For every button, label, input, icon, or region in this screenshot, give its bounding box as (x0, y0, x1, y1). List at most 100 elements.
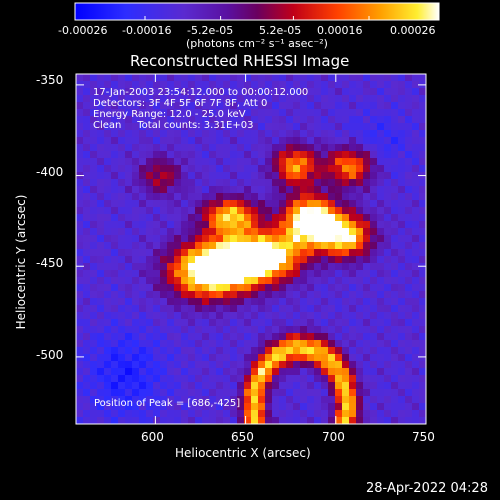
heatmap-cell (181, 130, 189, 138)
heatmap-cell (153, 347, 161, 355)
heatmap-cell (153, 298, 161, 306)
heatmap-cell (216, 382, 224, 390)
heatmap-cell (307, 417, 315, 425)
heatmap-cell (328, 403, 336, 411)
heatmap-cell (118, 340, 126, 348)
heatmap-cell (230, 151, 238, 159)
heatmap-cell (76, 319, 84, 327)
heatmap-cell (153, 158, 161, 166)
heatmap-cell (174, 361, 182, 369)
heatmap-cell (265, 235, 273, 243)
heatmap-cell (258, 249, 266, 257)
heatmap-cell (300, 396, 308, 404)
heatmap-cell (111, 214, 119, 222)
heatmap-cell (188, 389, 196, 397)
heatmap-cell (104, 158, 112, 166)
heatmap-cell (419, 137, 427, 145)
heatmap-cell (209, 235, 217, 243)
heatmap-cell (293, 354, 301, 362)
heatmap-cell (342, 158, 350, 166)
heatmap-cell (251, 270, 259, 278)
heatmap-cell (118, 305, 126, 313)
heatmap-cell (132, 214, 140, 222)
heatmap-cell (97, 340, 105, 348)
heatmap-cell (230, 347, 238, 355)
heatmap-cell (195, 193, 203, 201)
heatmap-cell (230, 361, 238, 369)
heatmap-cell (237, 130, 245, 138)
heatmap-cell (356, 228, 364, 236)
heatmap-cell (384, 389, 392, 397)
heatmap-cell (391, 347, 399, 355)
heatmap-cell (251, 207, 259, 215)
heatmap-cell (258, 375, 266, 383)
heatmap-cell (244, 403, 252, 411)
heatmap-cell (258, 277, 266, 285)
heatmap-cell (188, 165, 196, 173)
heatmap-cell (349, 81, 357, 89)
heatmap-cell (363, 74, 371, 82)
heatmap-cell (209, 312, 217, 320)
heatmap-cell (153, 193, 161, 201)
heatmap-cell (153, 242, 161, 250)
heatmap-cell (328, 130, 336, 138)
heatmap-cell (328, 305, 336, 313)
heatmap-cell (300, 270, 308, 278)
heatmap-cell (377, 347, 385, 355)
heatmap-cell (293, 186, 301, 194)
heatmap-cell (195, 256, 203, 264)
heatmap-cell (76, 305, 84, 313)
heatmap-cell (160, 165, 168, 173)
heatmap-cell (391, 410, 399, 418)
heatmap-cell (244, 277, 252, 285)
heatmap-cell (377, 186, 385, 194)
colorbar-tick-label-0: -0.00026 (58, 24, 108, 37)
heatmap-cell (356, 354, 364, 362)
heatmap-cell (405, 193, 413, 201)
heatmap-cell (342, 123, 350, 131)
heatmap-cell (286, 368, 294, 376)
heatmap-cell (244, 368, 252, 376)
heatmap-cell (244, 417, 252, 425)
heatmap-cell (300, 361, 308, 369)
heatmap-cell (76, 81, 84, 89)
heatmap-cell (377, 354, 385, 362)
heatmap-cell (328, 200, 336, 208)
heatmap-cell (125, 312, 133, 320)
heatmap-cell (377, 333, 385, 341)
heatmap-cell (230, 130, 238, 138)
heatmap-cell (216, 172, 224, 180)
heatmap-cell (139, 340, 147, 348)
heatmap-cell (237, 347, 245, 355)
heatmap-cell (321, 102, 329, 110)
heatmap-cell (293, 382, 301, 390)
heatmap-cell (419, 326, 427, 334)
heatmap-cell (377, 312, 385, 320)
heatmap-cell (181, 368, 189, 376)
heatmap-cell (279, 158, 287, 166)
heatmap-cell (223, 249, 231, 257)
heatmap-cell (174, 417, 182, 425)
heatmap-cell (76, 214, 84, 222)
heatmap-cell (419, 221, 427, 229)
heatmap-cell (146, 270, 154, 278)
heatmap-cell (342, 319, 350, 327)
heatmap-cell (83, 347, 91, 355)
heatmap-cell (97, 172, 105, 180)
heatmap-cell (363, 88, 371, 96)
heatmap-cell (412, 228, 420, 236)
heatmap-cell (321, 354, 329, 362)
heatmap-cell (384, 361, 392, 369)
heatmap-cell (265, 256, 273, 264)
heatmap-cell (377, 235, 385, 243)
heatmap-cell (335, 347, 343, 355)
heatmap-cell (314, 95, 322, 103)
heatmap-cell (118, 326, 126, 334)
heatmap-cell (300, 207, 308, 215)
heatmap-cell (104, 347, 112, 355)
heatmap-cell (209, 172, 217, 180)
heatmap-cell (139, 284, 147, 292)
heatmap-cell (223, 221, 231, 229)
heatmap-cell (391, 81, 399, 89)
heatmap-cell (342, 235, 350, 243)
